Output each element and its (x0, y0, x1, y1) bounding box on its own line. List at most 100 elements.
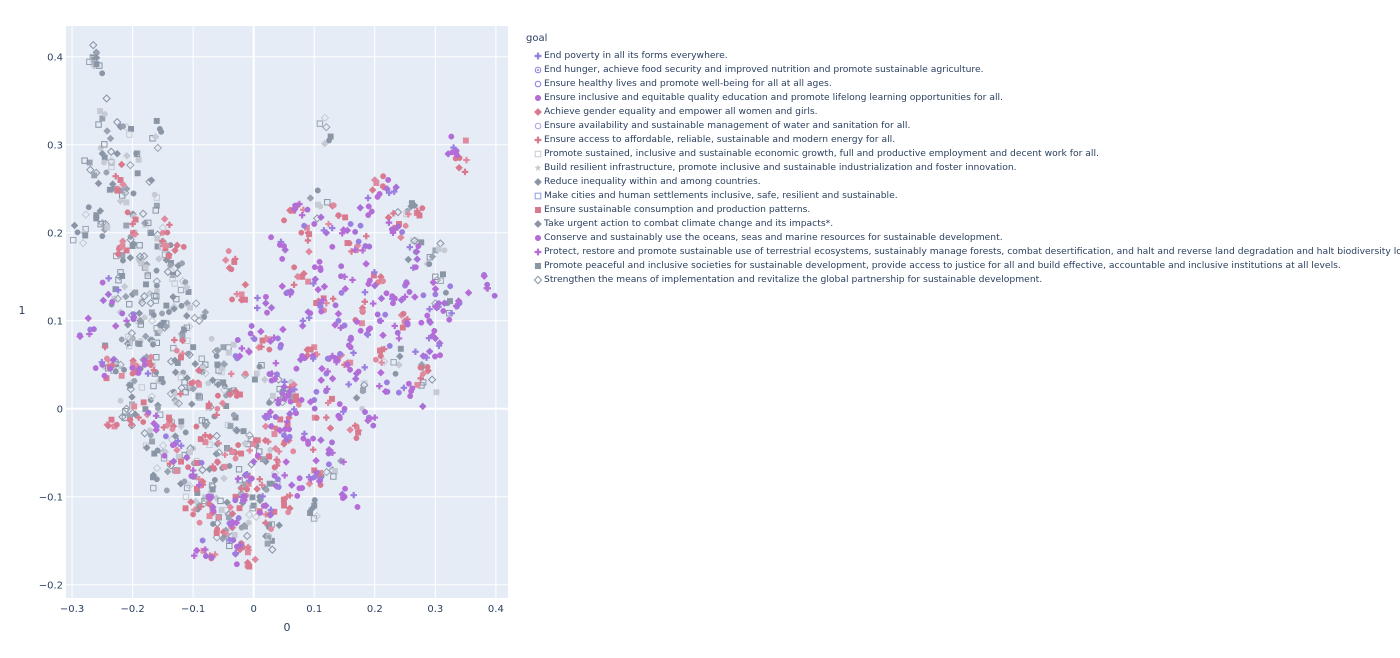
legend-marker-dot (537, 69, 539, 71)
legend-item[interactable]: Ensure sustainable consumption and produ… (520, 203, 1398, 217)
data-point (220, 474, 228, 483)
legend-label: Ensure inclusive and equitable quality e… (544, 92, 1003, 103)
data-point (428, 252, 437, 261)
data-point (281, 246, 290, 254)
data-point (247, 330, 254, 337)
data-point (215, 439, 222, 447)
data-point (214, 380, 222, 389)
data-point (354, 504, 361, 510)
legend-item[interactable]: Protect, restore and promote sustainable… (520, 245, 1400, 259)
data-point (165, 309, 172, 315)
data-point (151, 132, 160, 141)
legend-item[interactable]: Ensure availability and sustainable mana… (520, 119, 1398, 133)
data-point (448, 310, 455, 317)
data-point (152, 207, 159, 214)
legend-item[interactable]: End poverty in all its forms everywhere. (520, 49, 1398, 63)
data-point (413, 255, 422, 264)
legend-item[interactable]: Conserve and sustainably use the oceans,… (520, 231, 1398, 245)
legend-marker-icon (520, 63, 544, 77)
data-point (350, 491, 357, 499)
data-point (109, 355, 118, 364)
data-point (385, 219, 393, 226)
data-point (287, 383, 294, 391)
data-point (298, 321, 307, 330)
data-point (291, 386, 298, 393)
data-point (225, 349, 232, 356)
data-point (320, 282, 329, 291)
legend-item[interactable]: Promote sustained, inclusive and sustain… (520, 147, 1398, 161)
data-point (102, 94, 111, 103)
scatter-chart[interactable]: −0.3 −0.2 −0.1 0 0.1 0.2 0.3 0.4 −0.2 −0.1 0 0.1 0.2… (0, 0, 515, 658)
data-point (159, 310, 165, 317)
data-point (253, 485, 261, 493)
data-point (178, 336, 187, 345)
data-point (425, 334, 433, 342)
data-point (197, 436, 204, 443)
data-point (266, 480, 273, 487)
data-point (283, 493, 291, 501)
data-point (296, 485, 303, 492)
legend-item[interactable]: Reduce inequality within and among count… (520, 175, 1398, 189)
data-point (281, 502, 288, 509)
data-point (258, 343, 265, 351)
data-point (127, 382, 134, 389)
legend-item[interactable]: Take urgent action to combat climate cha… (520, 217, 1398, 231)
data-point (126, 342, 133, 350)
data-point (202, 546, 209, 553)
data-point (182, 311, 191, 320)
data-point (376, 382, 383, 390)
data-point (305, 278, 312, 285)
legend-item[interactable]: Ensure inclusive and equitable quality e… (520, 91, 1398, 105)
data-point (182, 505, 189, 512)
data-point (395, 223, 402, 230)
legend-marker-icon (520, 175, 544, 189)
legend-label: Ensure healthy lives and promote well-be… (544, 78, 832, 89)
legend-marker (534, 234, 542, 242)
data-point (309, 355, 317, 362)
data-point (362, 260, 370, 268)
legend-label: Reduce inequality within and among count… (544, 176, 761, 187)
data-point (440, 271, 446, 278)
legend-item[interactable]: Build resilient infrastructure, promote … (520, 161, 1398, 175)
legend-item[interactable]: End hunger, achieve food security and im… (520, 63, 1398, 77)
data-point (173, 295, 180, 303)
data-point (268, 423, 275, 430)
data-point (123, 247, 130, 254)
legend-item[interactable]: Ensure access to affordable, reliable, s… (520, 133, 1398, 147)
data-point (126, 235, 135, 244)
legend-item[interactable]: Strengthen the means of implementation a… (520, 273, 1398, 287)
data-point (147, 392, 157, 401)
data-point (245, 510, 254, 519)
legend-marker-icon (520, 259, 544, 273)
data-point (140, 292, 149, 301)
y-tick-label: 0.2 (47, 228, 63, 239)
legend-item[interactable]: Achieve gender equality and empower all … (520, 105, 1398, 119)
legend-item[interactable]: Promote peaceful and inclusive societies… (520, 259, 1398, 273)
data-point (163, 421, 172, 429)
data-point (329, 295, 337, 303)
data-point (330, 202, 337, 209)
legend-item[interactable]: Make cities and human settlements inclus… (520, 189, 1398, 203)
data-point (183, 454, 190, 461)
data-point (161, 452, 168, 459)
legend[interactable]: goal End poverty in all its forms everyw… (520, 32, 1400, 287)
axis-ticks: −0.3 −0.2 −0.1 0 0.1 0.2 0.3 0.4 −0.2 −0.1 0 0.1 0.2… (39, 52, 504, 615)
data-point (345, 381, 352, 388)
data-point (426, 318, 435, 327)
data-point (328, 224, 336, 232)
data-point (329, 243, 336, 250)
data-point (245, 477, 253, 484)
data-point (251, 376, 258, 383)
data-point (355, 238, 362, 245)
data-point (464, 288, 473, 297)
data-point (322, 122, 331, 132)
data-point (226, 503, 235, 512)
data-point (273, 462, 281, 469)
data-point (342, 214, 349, 221)
data-point (301, 355, 308, 362)
data-point (166, 221, 173, 229)
data-point (361, 364, 368, 371)
data-point (104, 290, 113, 299)
legend-item[interactable]: Ensure healthy lives and promote well-be… (520, 77, 1398, 91)
data-point (325, 461, 332, 468)
